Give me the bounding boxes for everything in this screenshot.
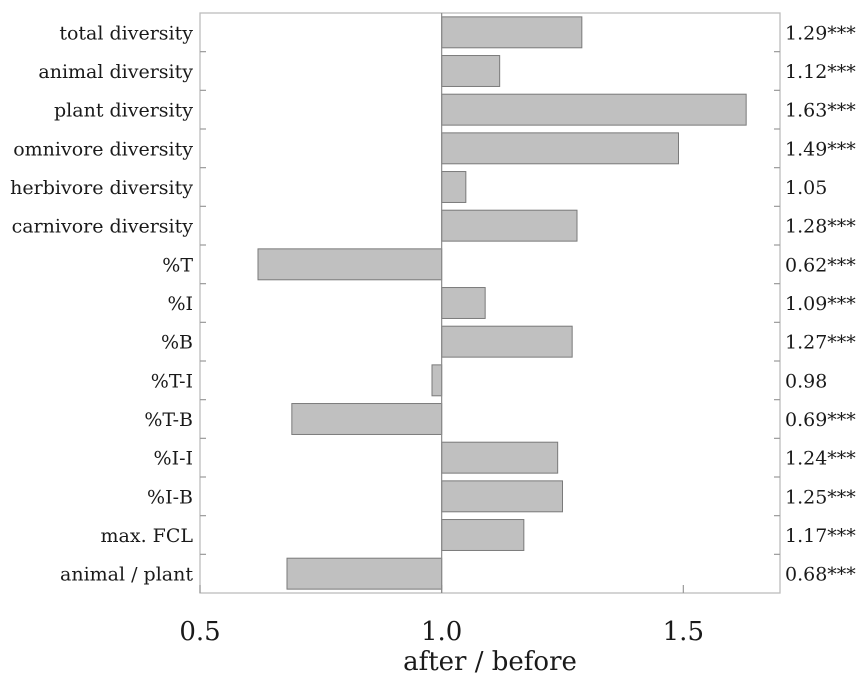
bar-carnivore-diversity xyxy=(441,209,578,242)
value-label-pct-t-i: 0.98 xyxy=(785,370,827,392)
category-label-pct-b: %B xyxy=(161,332,193,354)
value-label-herbivore-diversity: 1.05 xyxy=(785,177,827,199)
category-label-carnivore-diversity: carnivore diversity xyxy=(12,216,194,238)
value-label-pct-i-i: 1.24*** xyxy=(785,448,856,470)
x-tick-label-0: 0.5 xyxy=(179,617,220,647)
bar-animal-plant xyxy=(286,557,443,590)
bar-pct-i-i xyxy=(441,441,559,474)
bar-animal-diversity xyxy=(441,55,501,87)
x-tick-label-2: 1.5 xyxy=(663,617,704,647)
category-label-animal-plant: animal / plant xyxy=(60,564,193,586)
bar-pct-i-b xyxy=(441,480,563,513)
value-label-total-diversity: 1.29*** xyxy=(785,22,856,44)
bar-pct-b xyxy=(441,325,573,358)
value-label-animal-plant: 0.68*** xyxy=(785,564,856,586)
category-label-animal-diversity: animal diversity xyxy=(38,61,193,83)
value-labels: 1.29*** 1.12*** 1.63*** 1.49*** 1.05 1.28*** 0… xyxy=(785,22,856,585)
value-label-pct-i-b: 1.25*** xyxy=(785,486,856,508)
bar-pct-t-i xyxy=(431,364,443,397)
bar-pct-i xyxy=(441,287,486,319)
value-label-pct-t-b: 0.69*** xyxy=(785,409,856,431)
category-label-plant-diversity: plant diversity xyxy=(54,100,193,122)
value-label-pct-i: 1.09*** xyxy=(785,293,856,315)
value-label-pct-t: 0.62*** xyxy=(785,254,856,276)
x-tick-labels: 0.5 1.0 1.5 xyxy=(179,617,704,647)
x-tick-label-1: 1.0 xyxy=(421,617,462,647)
category-label-pct-t-i: %T-I xyxy=(151,370,193,392)
category-labels: total diversity animal diversity plant div… xyxy=(10,22,193,585)
value-label-pct-b: 1.27*** xyxy=(785,332,856,354)
category-label-pct-t: %T xyxy=(162,254,193,276)
value-label-carnivore-diversity: 1.28*** xyxy=(785,216,856,238)
bar-max-fcl xyxy=(441,519,525,551)
category-label-herbivore-diversity: herbivore diversity xyxy=(10,177,193,199)
plot-frame xyxy=(199,12,781,594)
category-label-pct-i: %I xyxy=(167,293,193,315)
value-label-plant-diversity: 1.63*** xyxy=(785,100,856,122)
category-label-pct-t-b: %T-B xyxy=(144,409,193,431)
category-label-pct-i-i: %I-I xyxy=(154,448,193,470)
bar-pct-t xyxy=(257,248,443,281)
bar-total-diversity xyxy=(441,16,583,49)
bar-pct-t-b xyxy=(291,403,443,435)
value-label-animal-diversity: 1.12*** xyxy=(785,61,856,83)
bar-plant-diversity xyxy=(441,93,747,126)
x-axis-title: after / before xyxy=(403,647,577,676)
bars xyxy=(257,16,747,590)
category-label-omnivore-diversity: omnivore diversity xyxy=(13,138,193,160)
category-label-total-diversity: total diversity xyxy=(59,22,193,44)
value-label-omnivore-diversity: 1.49*** xyxy=(785,138,856,160)
value-label-max-fcl: 1.17*** xyxy=(785,525,856,547)
bar-omnivore-diversity xyxy=(441,132,679,165)
category-label-pct-i-b: %I-B xyxy=(147,486,193,508)
category-label-max-fcl: max. FCL xyxy=(101,525,194,547)
bar-herbivore-diversity xyxy=(441,171,467,203)
